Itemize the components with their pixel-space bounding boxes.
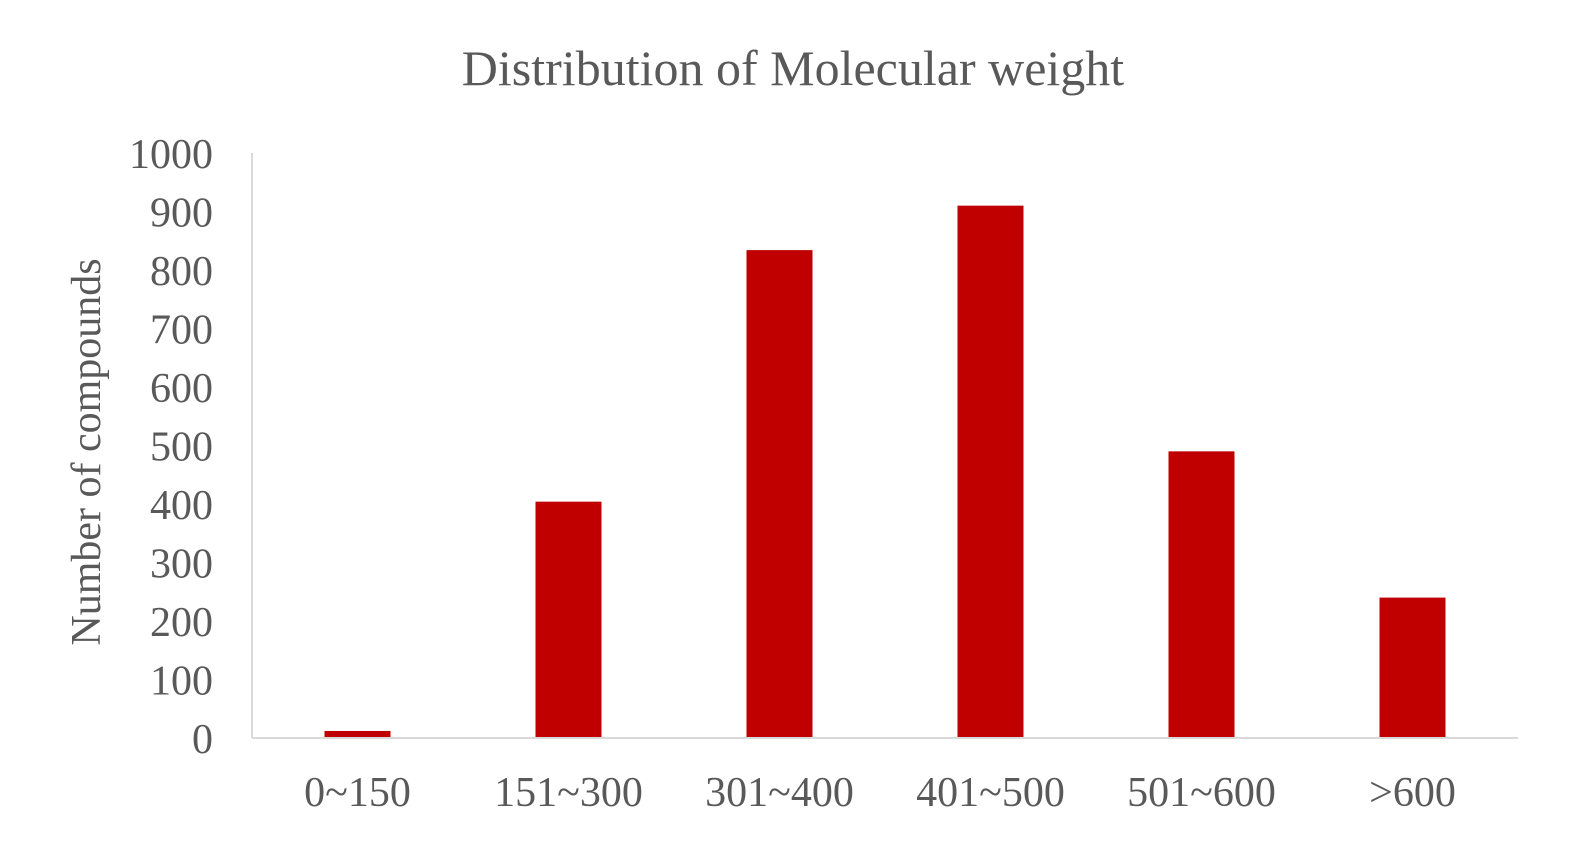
y-tick-label: 600 xyxy=(150,366,213,412)
bar xyxy=(957,205,1024,738)
bar xyxy=(1379,597,1446,738)
x-tick-label: 0~150 xyxy=(304,770,411,816)
x-axis-ticks: 0~150 151~300 301~400 401~500 501~600 >600 xyxy=(304,770,1456,816)
y-tick-label: 1000 xyxy=(129,132,213,178)
y-tick-label: 400 xyxy=(150,483,213,529)
y-tick-label: 700 xyxy=(150,308,213,354)
x-tick-label: 501~600 xyxy=(1127,770,1276,816)
y-tick-label: 300 xyxy=(150,542,213,588)
x-tick-label: 401~500 xyxy=(916,770,1065,816)
x-tick-label: >600 xyxy=(1369,770,1456,816)
bar xyxy=(324,730,391,738)
bar xyxy=(1168,451,1235,738)
x-tick-label: 151~300 xyxy=(494,770,643,816)
bar xyxy=(535,501,602,738)
y-tick-label: 100 xyxy=(150,659,213,705)
bar xyxy=(746,250,813,739)
chart-title: Distribution of Molecular weight xyxy=(462,40,1124,96)
y-tick-label: 500 xyxy=(150,425,213,471)
y-axis-ticks: 0 100 200 300 400 500 600 700 800 900 1000 xyxy=(129,132,213,763)
y-tick-label: 900 xyxy=(150,191,213,237)
y-axis-label: Number of compounds xyxy=(64,258,110,645)
y-tick-label: 0 xyxy=(192,717,213,763)
y-tick-label: 200 xyxy=(150,600,213,646)
y-tick-label: 800 xyxy=(150,249,213,295)
x-tick-label: 301~400 xyxy=(705,770,854,816)
bar-series xyxy=(324,205,1446,739)
